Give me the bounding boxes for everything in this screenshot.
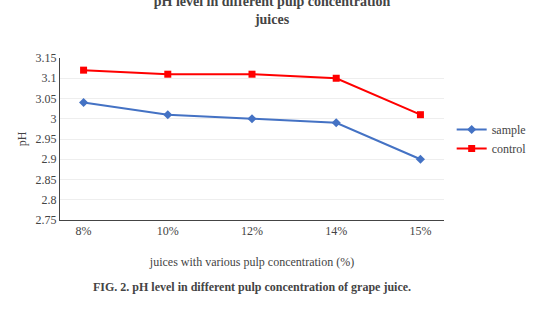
svg-text:8%: 8% (76, 224, 92, 238)
svg-text:3.1: 3.1 (42, 71, 57, 85)
svg-text:FIG. 2. pH level in different: FIG. 2. pH level in different pulp conce… (93, 280, 411, 294)
svg-text:15%: 15% (409, 224, 431, 238)
svg-text:2.95: 2.95 (36, 132, 57, 146)
svg-text:2.9: 2.9 (42, 152, 57, 166)
svg-text:12%: 12% (241, 224, 263, 238)
svg-text:juices with various pulp conce: juices with various pulp concentration (… (149, 255, 354, 269)
svg-text:10%: 10% (157, 224, 179, 238)
svg-text:pH: pH (15, 131, 29, 146)
svg-text:2.75: 2.75 (36, 213, 57, 227)
svg-text:2.8: 2.8 (42, 193, 57, 207)
svg-text:3.15: 3.15 (36, 51, 57, 65)
svg-text:3.05: 3.05 (36, 92, 57, 106)
svg-text:3: 3 (51, 112, 57, 126)
svg-text:sample: sample (492, 123, 526, 137)
svg-text:14%: 14% (325, 224, 347, 238)
svg-text:pH level in different pulp con: pH level in different pulp concentration… (154, 0, 391, 27)
svg-text:control: control (492, 142, 527, 156)
svg-text:2.85: 2.85 (36, 173, 57, 187)
